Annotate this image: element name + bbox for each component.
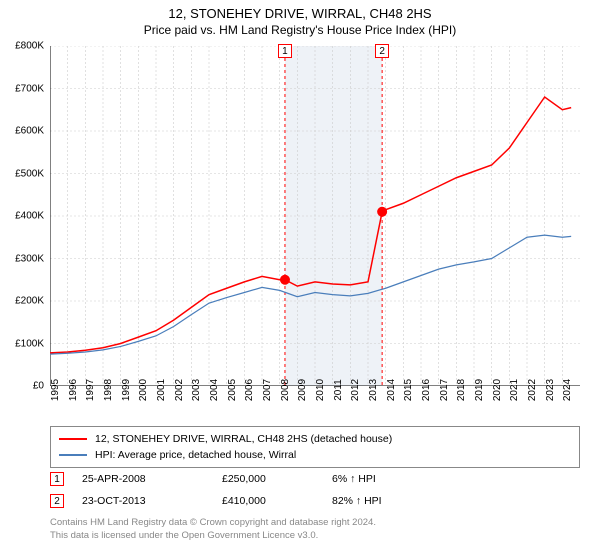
legend-label-property: 12, STONEHEY DRIVE, WIRRAL, CH48 2HS (de…: [95, 431, 392, 447]
legend-item-hpi: HPI: Average price, detached house, Wirr…: [59, 447, 571, 463]
x-tick-label: 2012: [350, 379, 361, 401]
x-tick-label: 2023: [545, 379, 556, 401]
x-tick-label: 2016: [421, 379, 432, 401]
x-tick-label: 2010: [315, 379, 326, 401]
sale-price-2: £410,000: [222, 495, 332, 507]
footer-line1: Contains HM Land Registry data © Crown c…: [50, 516, 580, 529]
sale-date-2: 23-OCT-2013: [82, 495, 222, 507]
x-tick-label: 1996: [68, 379, 79, 401]
chart-container: 12, STONEHEY DRIVE, WIRRAL, CH48 2HS Pri…: [0, 0, 600, 560]
x-tick-label: 2019: [474, 379, 485, 401]
x-tick-label: 2020: [492, 379, 503, 401]
x-tick-label: 2006: [244, 379, 255, 401]
sale-marker-1: 1: [50, 472, 64, 486]
sale-marker-chart-1: 1: [278, 44, 292, 58]
y-tick-label: £200K: [15, 296, 44, 307]
sales-table: 1 25-APR-2008 £250,000 6% ↑ HPI 2 23-OCT…: [50, 468, 580, 512]
sale-row-1: 1 25-APR-2008 £250,000 6% ↑ HPI: [50, 468, 580, 490]
chart-subtitle: Price paid vs. HM Land Registry's House …: [0, 21, 600, 41]
sale-price-1: £250,000: [222, 473, 332, 485]
x-tick-label: 2005: [227, 379, 238, 401]
chart-area: £0£100K£200K£300K£400K£500K£600K£700K£80…: [50, 46, 580, 386]
footer-attribution: Contains HM Land Registry data © Crown c…: [50, 516, 580, 542]
y-tick-label: £0: [33, 381, 44, 392]
chart-title: 12, STONEHEY DRIVE, WIRRAL, CH48 2HS: [0, 0, 600, 21]
y-tick-label: £700K: [15, 83, 44, 94]
x-tick-label: 2015: [403, 379, 414, 401]
x-tick-label: 2014: [386, 379, 397, 401]
x-tick-label: 2002: [174, 379, 185, 401]
sale-pct-2: 82% ↑ HPI: [332, 495, 452, 507]
x-tick-label: 2022: [527, 379, 538, 401]
y-tick-label: £500K: [15, 168, 44, 179]
x-tick-label: 2009: [297, 379, 308, 401]
sale-row-2: 2 23-OCT-2013 £410,000 82% ↑ HPI: [50, 490, 580, 512]
x-tick-label: 2007: [262, 379, 273, 401]
sale-date-1: 25-APR-2008: [82, 473, 222, 485]
footer-line2: This data is licensed under the Open Gov…: [50, 529, 580, 542]
sale-marker-chart-2: 2: [375, 44, 389, 58]
chart-svg: [50, 46, 580, 386]
x-tick-label: 1999: [121, 379, 132, 401]
y-tick-label: £800K: [15, 41, 44, 52]
legend-label-hpi: HPI: Average price, detached house, Wirr…: [95, 447, 296, 463]
y-tick-label: £600K: [15, 126, 44, 137]
x-tick-label: 2017: [439, 379, 450, 401]
legend-swatch-property: [59, 438, 87, 440]
legend-swatch-hpi: [59, 454, 87, 456]
y-tick-label: £100K: [15, 338, 44, 349]
legend-item-property: 12, STONEHEY DRIVE, WIRRAL, CH48 2HS (de…: [59, 431, 571, 447]
legend-box: 12, STONEHEY DRIVE, WIRRAL, CH48 2HS (de…: [50, 426, 580, 468]
x-tick-label: 1998: [103, 379, 114, 401]
x-tick-label: 2003: [191, 379, 202, 401]
x-tick-label: 2013: [368, 379, 379, 401]
y-tick-label: £300K: [15, 253, 44, 264]
x-tick-label: 1995: [50, 379, 61, 401]
x-tick-label: 2011: [333, 379, 344, 401]
x-tick-label: 2004: [209, 379, 220, 401]
x-tick-label: 2021: [509, 379, 520, 401]
x-tick-label: 2018: [456, 379, 467, 401]
x-tick-label: 2008: [280, 379, 291, 401]
y-tick-label: £400K: [15, 211, 44, 222]
sale-pct-1: 6% ↑ HPI: [332, 473, 452, 485]
sale-marker-2: 2: [50, 494, 64, 508]
x-tick-label: 2000: [138, 379, 149, 401]
x-tick-label: 2024: [562, 379, 573, 401]
x-tick-label: 1997: [85, 379, 96, 401]
x-tick-label: 2001: [156, 379, 167, 401]
